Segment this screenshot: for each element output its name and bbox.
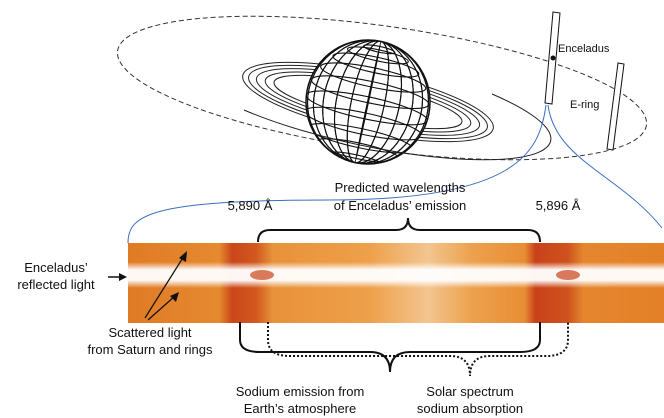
absorption-label: sodium absorption bbox=[417, 401, 523, 416]
e-ring-bar bbox=[607, 63, 624, 150]
emission-label: Earth’s atmosphere bbox=[244, 401, 357, 416]
reflected-label: Enceladus’ bbox=[24, 260, 88, 275]
emission-label: Sodium emission from bbox=[236, 384, 365, 399]
wavelength-label: 5,896 Å bbox=[536, 198, 581, 213]
enceladus-label: Enceladus bbox=[558, 43, 610, 55]
e-ring-label: E-ring bbox=[570, 99, 599, 111]
predicted-label: Predicted wavelengths bbox=[335, 180, 466, 195]
arrowhead bbox=[119, 273, 127, 281]
absorption-brace bbox=[268, 322, 568, 376]
scattered-label: Scattered light bbox=[108, 325, 191, 340]
emission-spot bbox=[250, 270, 274, 280]
absorption-label: Solar spectrum bbox=[426, 384, 513, 399]
emission-spot bbox=[556, 270, 580, 280]
predicted-label: of Enceladus’ emission bbox=[334, 198, 466, 213]
emission-brace bbox=[240, 322, 540, 372]
predicted-brace bbox=[258, 218, 540, 242]
figure: Enceladus E-ring Predicted wavelengths o… bbox=[0, 0, 664, 418]
reflected-label: reflected light bbox=[17, 277, 95, 292]
scattered-label: from Saturn and rings bbox=[87, 342, 213, 357]
wavelength-label: 5,890 Å bbox=[228, 198, 273, 213]
spectrum-center bbox=[128, 262, 664, 288]
enceladus-dot bbox=[551, 56, 556, 61]
